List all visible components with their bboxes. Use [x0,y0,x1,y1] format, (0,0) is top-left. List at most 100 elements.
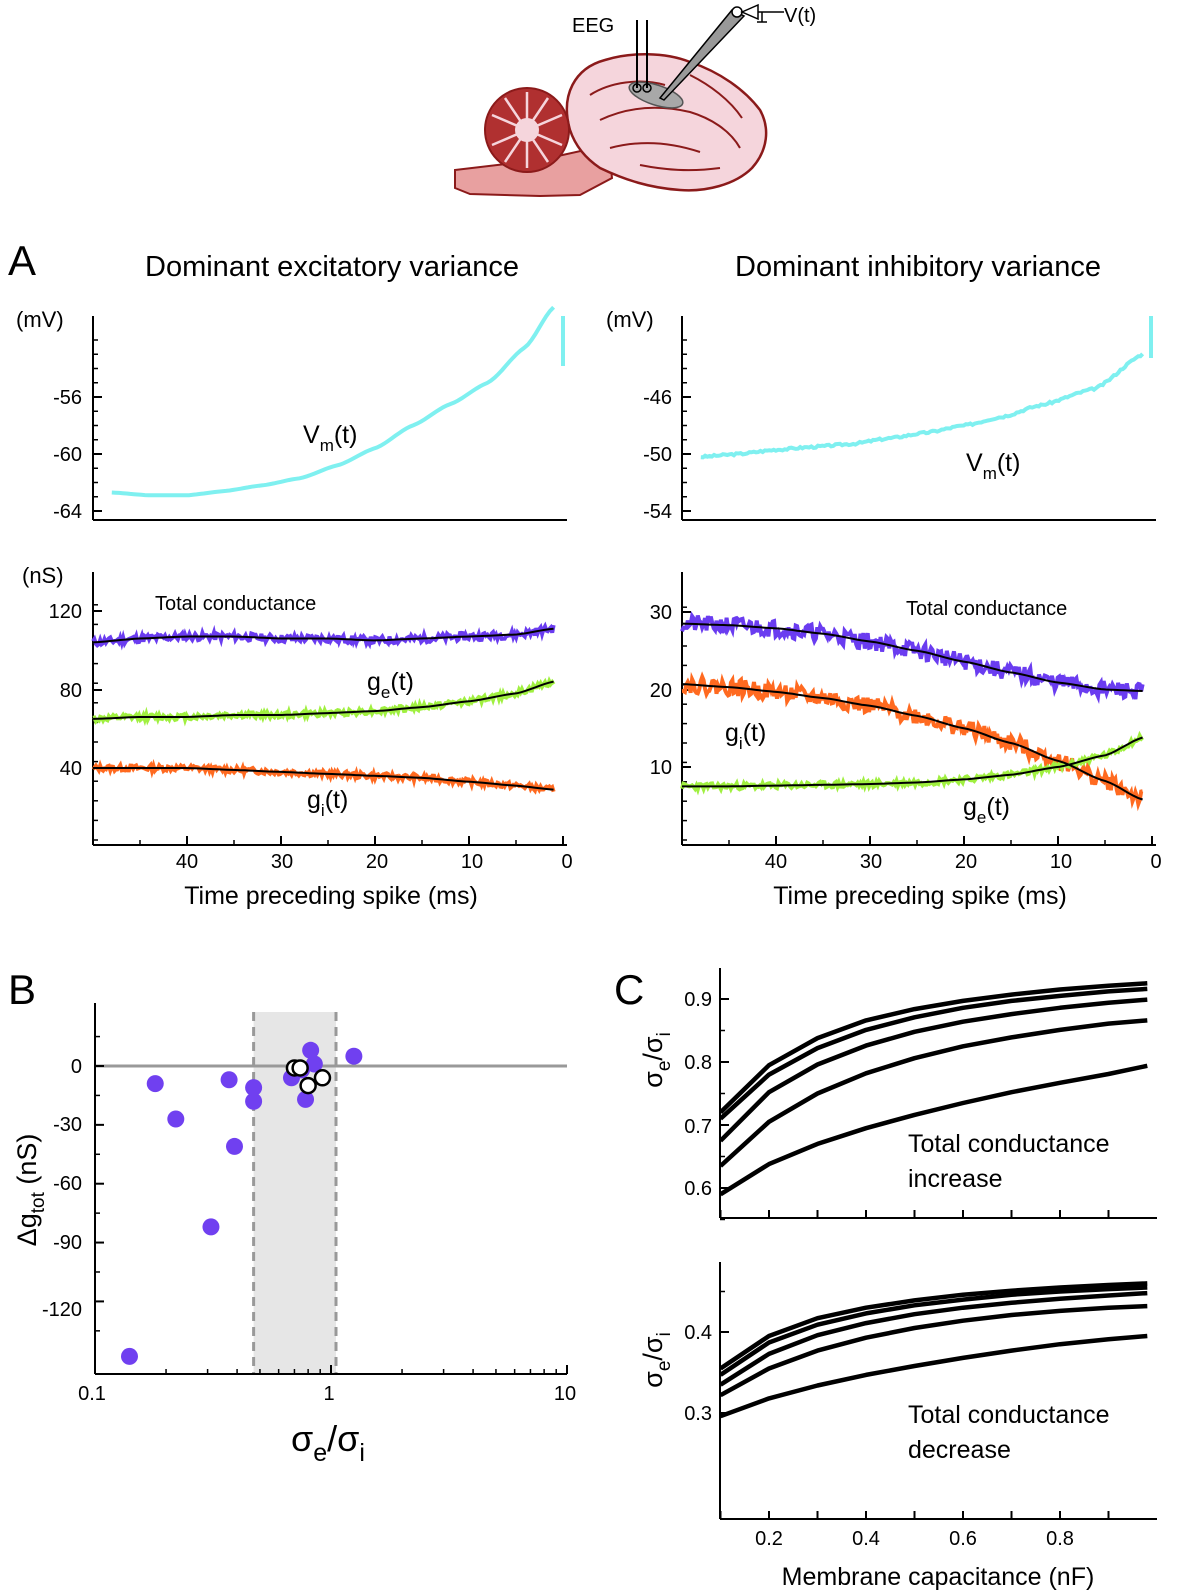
right-total-label: Total conductance [906,598,1067,620]
left-xtick-20: 20 [366,851,388,873]
b-filled-point [245,1079,263,1097]
left-conductance-panel: (nS) 120 80 40 Total conductance ge(t) g… [22,563,573,910]
right-xtick-30: 30 [860,851,882,873]
right-xtick-20: 20 [955,851,977,873]
c-bot-annotation-2: decrease [908,1436,1011,1464]
left-xlabel: Time preceding spike (ms) [184,882,478,910]
eeg-electrodes [632,20,652,93]
c-curve-3 [718,997,1148,1143]
b-filled-point [120,1347,138,1365]
right-column-title: Dominant inhibitory variance [735,251,1101,283]
c-top-annotation-1: Total conductance [908,1130,1110,1158]
left-total-fit [92,627,554,644]
c-xtick-0.2: 0.2 [755,1528,783,1550]
panel-b-points [120,1041,363,1365]
c-bot-curves [719,1281,1148,1419]
b-filled-point [220,1071,238,1089]
right-conductance-panel: 30 20 10 Total conductance gi(t) ge(t) 4… [650,572,1162,910]
b-ytick-60: -60 [53,1173,82,1195]
panel-c: C 0.9 0.8 0.7 0.6 Total conductance incr… [614,966,1157,1591]
left-ge-noisy [92,676,556,727]
left-vm-ytick-64: -64 [53,501,82,523]
right-xtick-0: 0 [1150,851,1161,873]
panel-b: B 0 -30 -60 -90 -120 0.1 1 10 Δgtot (nS)… [8,966,576,1467]
left-cond-ytick-40: 40 [60,758,82,780]
b-ytick-0: 0 [71,1056,82,1078]
left-vm-minor-ticks [93,339,98,512]
left-gi-noisy [91,758,556,795]
b-filled-point [297,1090,315,1108]
left-gi-label: gi(t) [307,786,348,820]
c-bot-ytick-0.4: 0.4 [684,1322,712,1344]
c-curve-1 [718,981,1148,1115]
b-ytick-90: -90 [53,1232,82,1254]
right-gi-fit [681,683,1143,801]
b-open-point [313,1069,332,1087]
c-top-curves [718,981,1148,1197]
b-open-point [291,1059,309,1077]
b-filled-point [225,1137,243,1155]
b-xtick-0.1: 0.1 [78,1383,106,1405]
right-xlabel: Time preceding spike (ms) [773,882,1067,910]
b-ytick-30: -30 [53,1114,82,1136]
eeg-label: EEG [572,15,614,37]
panel-b-label: B [8,966,36,1013]
right-total-fit [681,622,1143,692]
left-ge-fit [92,680,554,720]
c-curve-2 [718,986,1148,1121]
c-curve-5 [719,1333,1148,1419]
c-curve-3 [719,1290,1148,1387]
left-total-label: Total conductance [155,593,316,615]
b-xtick-10: 10 [554,1383,576,1405]
left-gi-fit [93,767,554,791]
b-filled-point [202,1218,220,1236]
right-vm-ytick-46: -46 [643,387,672,409]
right-vm-panel: (mV) -46 -50 -54 Vm(t) [606,307,1156,523]
left-xtick-40: 40 [176,851,198,873]
left-xtick-30: 30 [271,851,293,873]
right-ge-fit [682,736,1143,788]
b-filled-point [345,1047,363,1065]
b-filled-point [302,1041,320,1059]
right-vm-ytick-50: -50 [643,444,672,466]
left-cond-unit: (nS) [22,563,64,588]
right-gi-label: gi(t) [725,719,766,753]
right-vm-unit: (mV) [606,307,654,332]
c-xlabel: Membrane capacitance (nF) [782,1563,1095,1591]
left-vm-panel: (mV) -56 -60 -64 Vm(t) [16,305,567,523]
c-curve-4 [719,1303,1148,1398]
left-cond-ytick-80: 80 [60,680,82,702]
c-top-ylabel: σe/σi [638,1032,675,1088]
left-vm-ytick-60: -60 [53,444,82,466]
panel-c-label: C [614,966,644,1013]
right-ge-label: ge(t) [963,793,1010,827]
c-curve-5 [719,1063,1148,1197]
b-ytick-120: -120 [42,1299,82,1321]
c-top-ytick-0.7: 0.7 [684,1116,712,1138]
left-cond-ytick-120: 120 [49,601,82,623]
b-filled-point [245,1092,263,1110]
left-xtick-10: 10 [461,851,483,873]
right-cond-ytick-20: 20 [650,680,672,702]
right-total-noisy [680,611,1145,705]
c-bot-annotation-1: Total conductance [908,1401,1110,1429]
right-xtick-40: 40 [765,851,787,873]
c-top-ytick-0.9: 0.9 [684,989,712,1011]
left-vm-trace [111,305,556,498]
right-vm-trace [700,352,1145,460]
c-curve-4 [718,1018,1148,1168]
b-filled-point [167,1110,185,1128]
c-curve-1 [719,1281,1148,1371]
right-xtick-10: 10 [1050,851,1072,873]
left-vm-trace-label: Vm(t) [303,421,357,455]
c-xtick-0.8: 0.8 [1046,1528,1074,1550]
cortex [565,53,768,192]
panel-a-label: A [8,237,36,284]
c-bot-ylabel: σe/σi [638,1332,675,1388]
b-open-point [299,1076,317,1095]
brain-illustration: EEG V(t) [454,3,816,198]
b-ylabel: Δgtot (nS) [12,1134,49,1247]
c-top-ytick-0.6: 0.6 [684,1178,712,1200]
electrode-label: V(t) [784,5,816,27]
c-bot-ytick-0.3: 0.3 [684,1403,712,1425]
